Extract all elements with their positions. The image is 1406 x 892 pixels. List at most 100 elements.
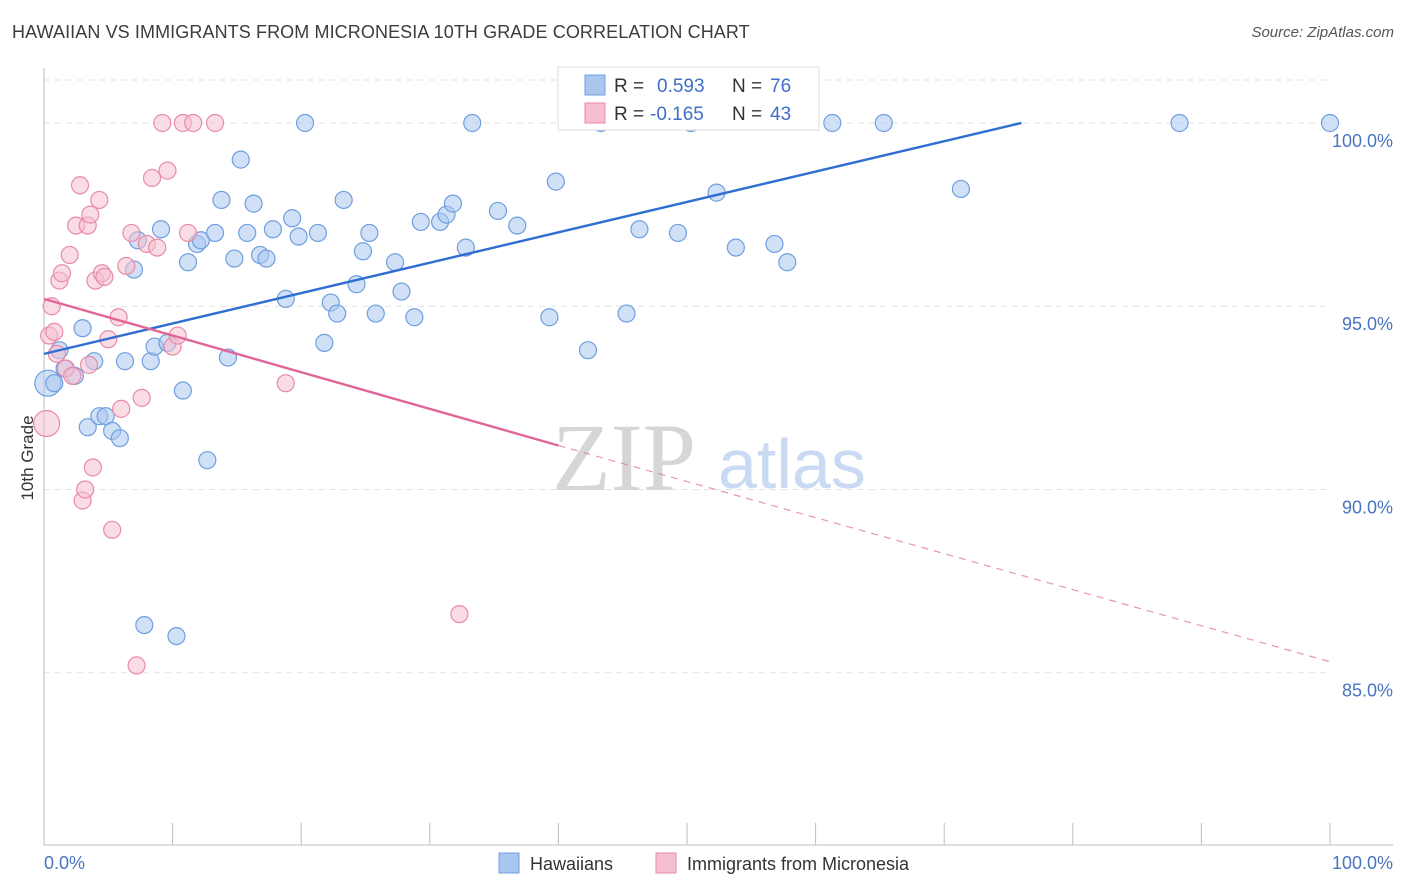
point-micronesia	[45, 322, 64, 341]
point-hawaiians	[315, 333, 334, 352]
point-hawaiians	[212, 190, 231, 210]
point-hawaiians	[78, 418, 97, 437]
point-hawaiians	[263, 220, 283, 239]
point-hawaiians	[578, 341, 598, 360]
point-hawaiians	[360, 223, 379, 243]
point-hawaiians	[334, 190, 353, 210]
point-micronesia	[103, 520, 122, 539]
x-tick-label-max: 100.0%	[1332, 853, 1393, 873]
point-hawaiians	[546, 172, 565, 191]
point-micronesia	[153, 113, 172, 133]
legend-label-hawaiians: Hawaiians	[530, 854, 613, 874]
point-hawaiians	[73, 319, 92, 338]
stats-n-label-hawaiians: N =	[732, 76, 762, 97]
point-micronesia	[450, 604, 469, 624]
point-micronesia	[205, 113, 225, 133]
point-hawaiians	[823, 113, 842, 133]
point-hawaiians	[244, 194, 263, 213]
series-micronesia	[32, 113, 469, 675]
point-micronesia	[184, 113, 203, 133]
stats-swatch-micronesia	[584, 102, 606, 124]
point-micronesia	[90, 190, 109, 210]
legend-label-micronesia: Immigrants from Micronesia	[687, 854, 910, 874]
point-hawaiians	[1170, 113, 1189, 133]
stats-r-label-micronesia: R =	[614, 104, 644, 125]
point-hawaiians	[765, 234, 784, 254]
point-hawaiians	[115, 352, 135, 371]
point-micronesia	[81, 205, 100, 224]
watermark-zip: ZIP	[552, 404, 696, 511]
point-micronesia	[276, 374, 295, 393]
y-tick-label-85: 85.0%	[1342, 681, 1393, 701]
stats-n-value-micronesia: 43	[770, 104, 791, 125]
trendline-micronesia	[43, 297, 559, 447]
y-tick-label-90: 90.0%	[1342, 497, 1393, 517]
point-micronesia	[52, 264, 72, 283]
point-micronesia	[148, 238, 167, 257]
legend-swatch-micronesia	[655, 852, 677, 874]
point-hawaiians	[45, 374, 64, 393]
point-hawaiians	[385, 253, 405, 272]
point-hawaiians	[366, 304, 385, 323]
point-hawaiians	[167, 626, 186, 646]
point-hawaiians	[178, 253, 198, 272]
point-hawaiians	[353, 242, 373, 261]
point-micronesia	[70, 176, 90, 195]
stats-r-value-hawaiians: 0.593	[657, 76, 705, 97]
source-credit: Source: ZipAtlas.com	[1251, 24, 1394, 41]
point-hawaiians	[110, 429, 129, 448]
x-tick-label-min: 0.0%	[44, 853, 85, 873]
point-hawaiians	[205, 223, 225, 243]
point-hawaiians	[308, 223, 328, 243]
point-hawaiians	[630, 220, 649, 239]
y-tick-label-100: 100.0%	[1332, 131, 1393, 151]
point-hawaiians	[540, 308, 559, 327]
point-micronesia	[95, 267, 114, 287]
legend-swatch-hawaiians	[498, 852, 520, 874]
point-micronesia	[112, 399, 131, 418]
point-hawaiians	[151, 220, 171, 239]
point-micronesia	[47, 344, 66, 363]
point-hawaiians	[456, 238, 475, 257]
point-micronesia	[142, 168, 162, 188]
point-hawaiians	[283, 209, 302, 228]
trendline-hawaiians	[43, 121, 1022, 356]
legend: Hawaiians Immigrants from Micronesia	[498, 852, 910, 874]
point-micronesia	[117, 256, 136, 276]
stats-box: R = 0.593 N = 76 R = -0.165 N = 43	[557, 66, 820, 131]
point-micronesia	[83, 458, 102, 477]
point-hawaiians	[295, 113, 315, 133]
stats-r-value-micronesia: -0.165	[650, 104, 704, 125]
point-hawaiians	[726, 238, 745, 257]
stats-n-label-micronesia: N =	[732, 104, 762, 125]
point-micronesia	[158, 161, 177, 180]
gridlines	[44, 79, 1330, 674]
point-hawaiians	[463, 113, 482, 133]
point-hawaiians	[778, 253, 797, 272]
point-hawaiians	[951, 179, 971, 199]
point-hawaiians	[443, 194, 463, 213]
point-micronesia	[63, 366, 82, 385]
point-hawaiians	[257, 249, 276, 268]
axes	[43, 68, 1393, 846]
series-hawaiians	[34, 113, 1340, 646]
trendlines	[43, 121, 1331, 663]
point-micronesia	[132, 388, 151, 407]
point-hawaiians	[392, 282, 411, 301]
point-hawaiians	[411, 212, 430, 232]
point-micronesia	[178, 223, 198, 243]
point-hawaiians	[328, 304, 347, 323]
point-hawaiians	[508, 216, 527, 235]
point-micronesia	[122, 223, 141, 243]
point-micronesia	[60, 245, 79, 265]
y-tick-label-95: 95.0%	[1342, 314, 1393, 334]
stats-r-label-hawaiians: R =	[614, 76, 644, 97]
point-hawaiians	[874, 113, 893, 133]
point-hawaiians	[225, 249, 244, 268]
point-hawaiians	[198, 451, 217, 470]
point-hawaiians	[617, 304, 636, 323]
y-axis-label: 10th Grade	[18, 415, 37, 500]
point-hawaiians	[1320, 113, 1340, 133]
point-hawaiians	[231, 150, 250, 169]
